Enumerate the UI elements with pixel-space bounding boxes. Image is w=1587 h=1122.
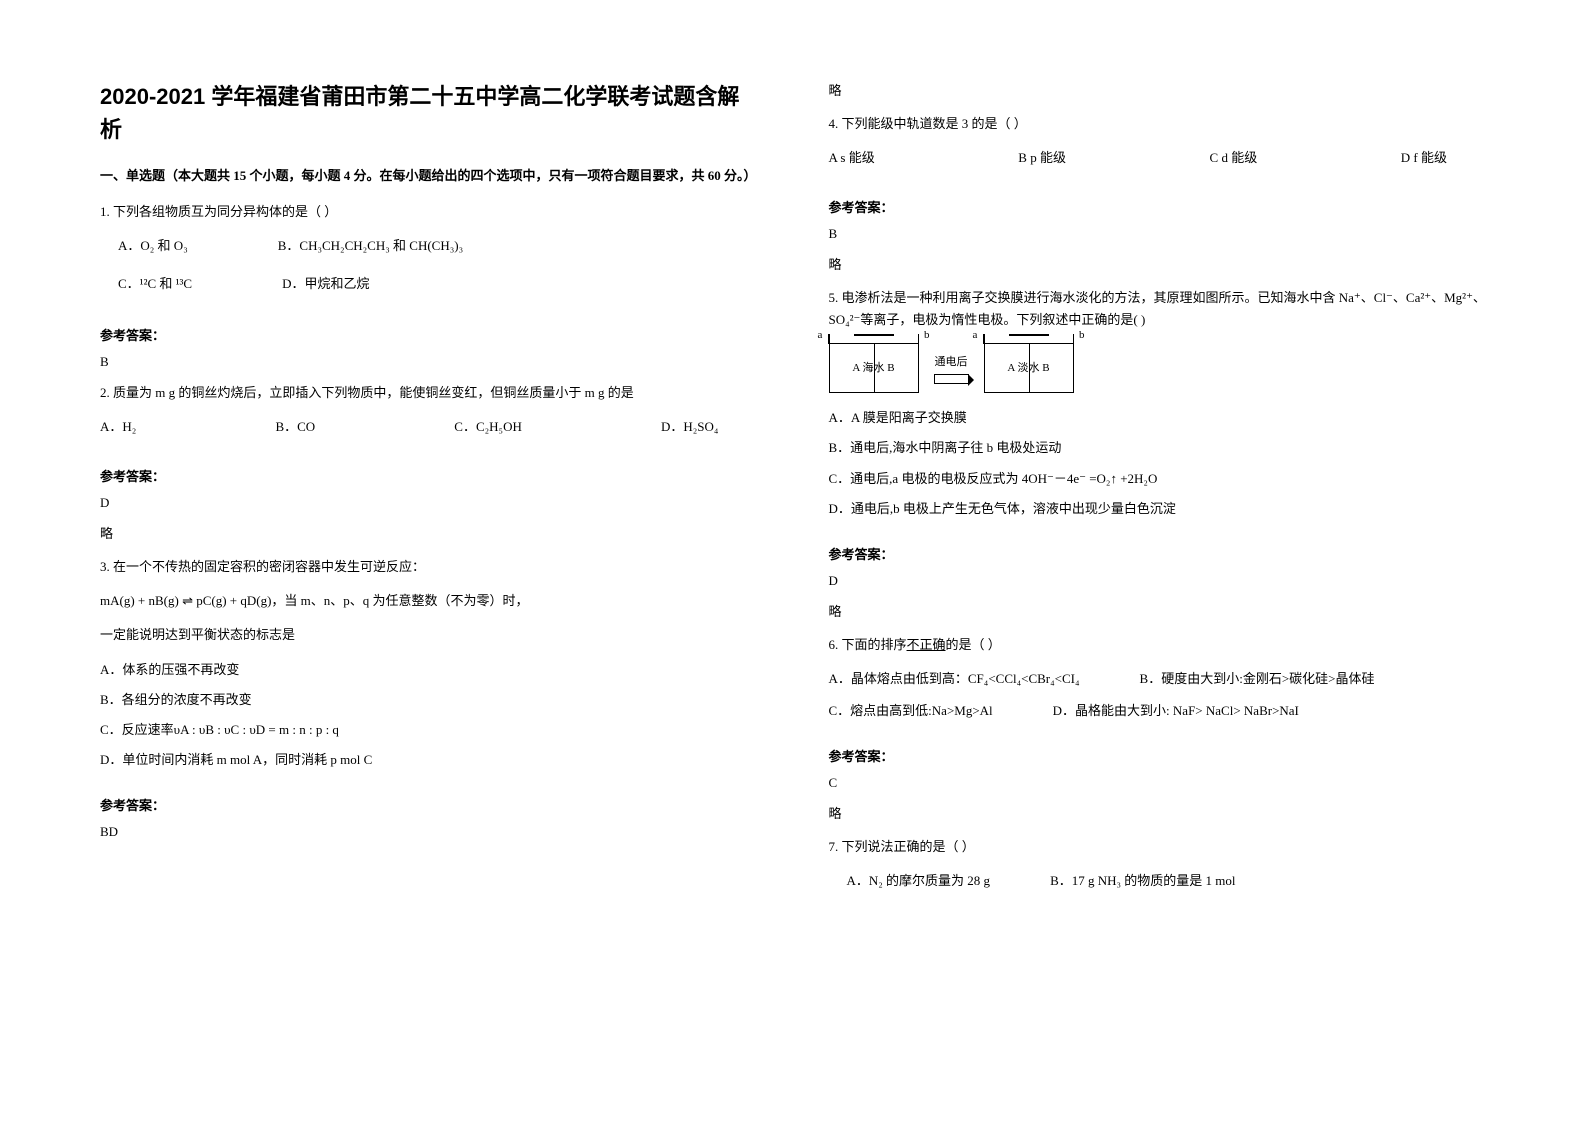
electrode-b-left: b <box>924 326 930 345</box>
exam-title: 2020-2021 学年福建省莆田市第二十五中学高二化学联考试题含解析 <box>100 80 759 146</box>
q5-stem: 5. 电渗析法是一种利用离子交换膜进行海水淡化的方法，其原理如图所示。已知海水中… <box>829 287 1488 331</box>
q1-stem: 1. 下列各组物质互为同分异构体的是（ ） <box>100 201 759 223</box>
diagram-cell-right: a b A 淡水 B <box>984 343 1074 393</box>
q6-option-b: B．硬度由大到小:金刚石>碳化硅>晶体硅 <box>1140 668 1375 690</box>
q5-option-c: C．通电后,a 电极的电极反应式为 4OH⁻－4e⁻ =O₂↑ +2H₂O <box>829 468 1488 490</box>
question-1: 1. 下列各组物质互为同分异构体的是（ ） A．O₂ 和 O₃ B．CH₃CH₂… <box>100 201 759 311</box>
electrode-a-left: a <box>818 326 823 345</box>
question-3: 3. 在一个不传热的固定容积的密闭容器中发生可逆反应： mA(g) + nB(g… <box>100 556 759 781</box>
q4-option-b: B p 能级 <box>1018 147 1066 169</box>
q4-option-a: A s 能级 <box>829 147 875 169</box>
electrode-b-right: b <box>1079 326 1085 345</box>
q6-answer: C <box>829 775 1488 791</box>
q6-answer-label: 参考答案： <box>829 746 1488 765</box>
q1-option-c: C．¹²C 和 ¹³C <box>118 273 192 295</box>
q5-answer-label: 参考答案： <box>829 544 1488 563</box>
q3-stem: 3. 在一个不传热的固定容积的密闭容器中发生可逆反应： <box>100 556 759 578</box>
question-4: 4. 下列能级中轨道数是 3 的是（ ） A s 能级 B p 能级 C d 能… <box>829 113 1488 183</box>
q1-answer: B <box>100 354 759 370</box>
question-7: 7. 下列说法正确的是（ ） A．N₂ 的摩尔质量为 28 g B．17 g N… <box>829 836 1488 902</box>
q3-answer: BD <box>100 824 759 840</box>
q5-answer: D <box>829 573 1488 589</box>
q4-option-d: D f 能级 <box>1401 147 1447 169</box>
q3-option-c: C．反应速率υA : υB : υC : υD = m : n : p : q <box>100 719 759 741</box>
q2-option-d: D．H₂SO₄ <box>661 416 718 438</box>
q2-brief: 略 <box>100 523 759 542</box>
q1-option-d: D．甲烷和乙烷 <box>282 273 369 295</box>
q4-stem: 4. 下列能级中轨道数是 3 的是（ ） <box>829 113 1488 135</box>
q4-option-c: C d 能级 <box>1210 147 1258 169</box>
q5-option-a: A．A 膜是阳离子交换膜 <box>829 407 1488 429</box>
q2-answer-label: 参考答案： <box>100 466 759 485</box>
q5-brief: 略 <box>829 601 1488 620</box>
question-5: 5. 电渗析法是一种利用离子交换膜进行海水淡化的方法，其原理如图所示。已知海水中… <box>829 287 1488 530</box>
q6-option-c: C．熔点由高到低:Na>Mg>Al <box>829 700 993 722</box>
q6-stem: 6. 下面的排序不正确的是（ ） <box>829 634 1488 656</box>
q6-option-a: A．晶体熔点由低到高：CF₄<CCl₄<CBr₄<CI₄ <box>829 668 1080 690</box>
q3-option-d: D．单位时间内消耗 m mol A，同时消耗 p mol C <box>100 749 759 771</box>
diagram-arrow-label: 通电后 <box>934 353 969 384</box>
q3-option-a: A．体系的压强不再改变 <box>100 659 759 681</box>
q2-option-a: A．H₂ <box>100 416 136 438</box>
q7-stem: 7. 下列说法正确的是（ ） <box>829 836 1488 858</box>
q3-answer-label: 参考答案： <box>100 795 759 814</box>
question-6: 6. 下面的排序不正确的是（ ） A．晶体熔点由低到高：CF₄<CCl₄<CBr… <box>829 634 1488 732</box>
q3-equation: mA(g) + nB(g) ⇌ pC(g) + qD(g)，当 m、n、p、q … <box>100 590 759 612</box>
q5-diagram: a b A 海水 B 通电后 a b A 淡水 B <box>829 343 1488 393</box>
q4-brief: 略 <box>829 254 1488 273</box>
q2-option-b: B．CO <box>275 416 315 438</box>
q4-answer-label: 参考答案： <box>829 197 1488 216</box>
q4-answer: B <box>829 226 1488 242</box>
diagram-cell-left: a b A 海水 B <box>829 343 919 393</box>
q6-brief: 略 <box>829 803 1488 822</box>
section-1-header: 一、单选题（本大题共 15 个小题，每小题 4 分。在每小题给出的四个选项中，只… <box>100 166 759 187</box>
q7-option-a: A．N₂ 的摩尔质量为 28 g <box>847 870 991 892</box>
q1-answer-label: 参考答案： <box>100 325 759 344</box>
q3-sub: 一定能说明达到平衡状态的标志是 <box>100 624 759 646</box>
question-2: 2. 质量为 m g 的铜丝灼烧后，立即插入下列物质中，能使铜丝变红，但铜丝质量… <box>100 382 759 452</box>
q7-option-b: B．17 g NH₃ 的物质的量是 1 mol <box>1050 870 1235 892</box>
q1-option-a: A．O₂ 和 O₃ <box>118 235 188 257</box>
brief-top: 略 <box>829 80 1488 99</box>
arrow-icon <box>934 374 969 384</box>
electrode-a-right: a <box>973 326 978 345</box>
q5-option-d: D．通电后,b 电极上产生无色气体，溶液中出现少量白色沉淀 <box>829 498 1488 520</box>
q2-option-c: C．C₂H₅OH <box>454 416 522 438</box>
q5-option-b: B．通电后,海水中阴离子往 b 电极处运动 <box>829 437 1488 459</box>
q2-answer: D <box>100 495 759 511</box>
q1-option-b: B．CH₃CH₂CH₂CH₃ 和 CH(CH₃)₃ <box>278 235 463 257</box>
q3-option-b: B．各组分的浓度不再改变 <box>100 689 759 711</box>
q2-stem: 2. 质量为 m g 的铜丝灼烧后，立即插入下列物质中，能使铜丝变红，但铜丝质量… <box>100 382 759 404</box>
q6-option-d: D．晶格能由大到小: NaF> NaCl> NaBr>NaI <box>1053 700 1299 722</box>
